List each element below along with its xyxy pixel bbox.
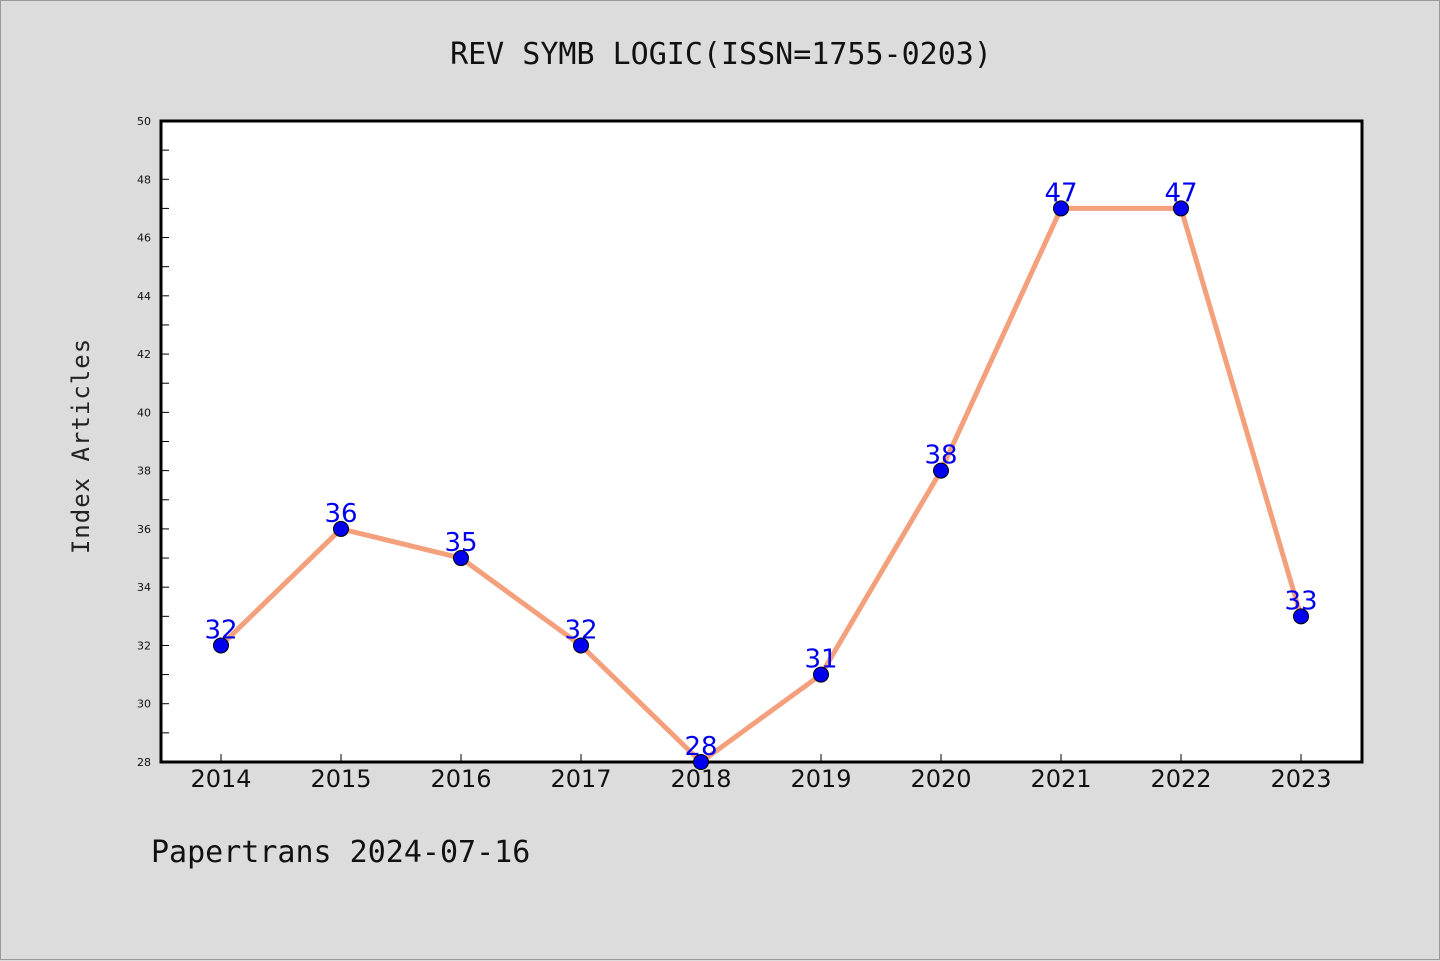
y-tick-label: 30: [137, 698, 151, 711]
data-point: [1053, 200, 1069, 217]
chart-title: REV SYMB LOGIC(ISSN=1755-0203): [450, 37, 992, 72]
x-tick-label: 2019: [790, 765, 851, 793]
axes-layer: 28 30 32 34 36 38 40 42 44 46 48 50 2014 2015 2016 2017…: [137, 115, 1332, 793]
data-point: [933, 462, 949, 479]
data-label: 35: [444, 528, 477, 558]
data-label: 32: [204, 615, 237, 645]
x-tick-label: 2017: [550, 765, 611, 793]
data-point: [573, 637, 589, 654]
data-label: 47: [1044, 178, 1077, 208]
data-point: [453, 550, 469, 567]
data-point: [813, 666, 829, 683]
y-tick-label: 44: [137, 290, 151, 303]
x-tick-label: 2016: [430, 765, 491, 793]
data-label: 33: [1284, 586, 1317, 616]
data-point: [333, 520, 349, 537]
x-tick-label: 2023: [1270, 765, 1331, 793]
data-label: 32: [564, 615, 597, 645]
x-tick-label: 2015: [310, 765, 371, 793]
data-point: [213, 637, 229, 654]
data-label: 31: [804, 645, 837, 675]
y-tick-label: 48: [137, 173, 151, 186]
y-tick-label: 38: [137, 465, 151, 478]
data-point: [1293, 608, 1309, 625]
plot-area: [159, 119, 1364, 764]
series-line: [219, 205, 1304, 765]
y-tick-label: 32: [137, 639, 151, 652]
x-tick-label: 2014: [190, 765, 251, 793]
x-tick-label: 2022: [1150, 765, 1211, 793]
data-point: [1173, 200, 1189, 217]
y-tick-label: 40: [137, 406, 151, 419]
x-tick-label: 2021: [1030, 765, 1091, 793]
data-label: 38: [924, 441, 957, 471]
y-tick-label: 46: [137, 232, 151, 245]
data-label: 47: [1164, 178, 1197, 208]
x-tick-label: 2020: [910, 765, 971, 793]
y-tick-label: 34: [137, 581, 151, 594]
y-tick-label: 50: [137, 115, 151, 128]
data-point: [693, 754, 709, 770]
footer-caption: Papertrans 2024-07-16: [151, 835, 531, 870]
y-tick-label: 28: [137, 756, 151, 769]
y-tick-label: 42: [137, 348, 151, 361]
y-tick-label: 36: [137, 523, 151, 536]
data-label: 28: [684, 732, 717, 762]
series-layer: 32 36 35 32 28 31 38 47 47 33: [204, 178, 1318, 770]
data-label: 36: [324, 499, 357, 529]
